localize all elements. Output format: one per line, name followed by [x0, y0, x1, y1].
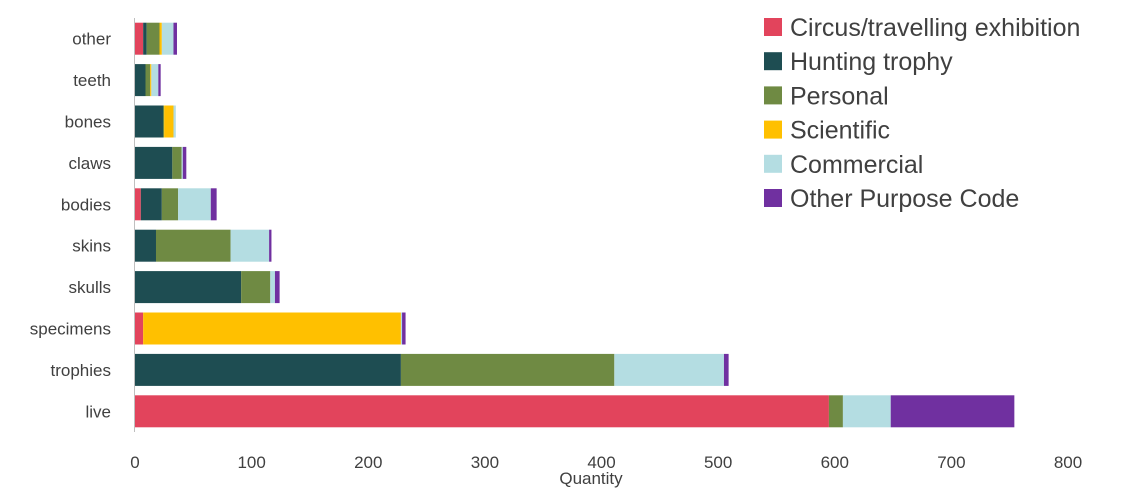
bar-live-personal: [828, 395, 843, 428]
category-label-trophies: trophies: [51, 361, 111, 380]
bar-skins-hunting-trophy: [135, 229, 156, 262]
bar-skulls-personal: [241, 271, 271, 304]
legend-swatch-hunting-trophy: [764, 52, 782, 71]
bar-specimens-scientific: [143, 312, 401, 345]
bar-bones-personal: [162, 105, 165, 138]
x-tick-label: 0: [130, 453, 139, 472]
bar-teeth-personal: [145, 64, 151, 97]
category-label-claws: claws: [68, 154, 111, 173]
legend-label-hunting-trophy: Hunting trophy: [790, 48, 953, 76]
bar-claws-hunting-trophy: [135, 146, 173, 179]
bar-trophies-personal: [400, 353, 615, 386]
bar-skulls-other-purpose-code: [274, 271, 280, 304]
category-label-skins: skins: [72, 237, 111, 256]
x-tick-label: 400: [587, 453, 615, 472]
bar-teeth-scientific: [150, 64, 152, 97]
x-axis-title: Quantity: [559, 469, 623, 488]
bar-live-commercial: [842, 395, 891, 428]
bar-teeth-hunting-trophy: [135, 64, 146, 97]
bar-bones-hunting-trophy: [135, 105, 163, 138]
bar-live-circus-travelling-exhibition: [135, 395, 829, 428]
bar-bodies-hunting-trophy: [140, 188, 162, 221]
bar-claws-other-purpose-code: [182, 146, 187, 179]
bar-teeth-commercial: [151, 64, 159, 97]
bar-other-scientific: [159, 22, 162, 55]
bar-skins-other-purpose-code: [269, 229, 272, 262]
legend-label-circus-travelling-exhibition: Circus/travelling exhibition: [790, 14, 1080, 42]
x-tick-label: 600: [821, 453, 849, 472]
x-tick-label: 300: [471, 453, 499, 472]
bar-trophies-commercial: [614, 353, 724, 386]
bar-other-other-purpose-code: [173, 22, 177, 55]
bar-bodies-circus-travelling-exhibition: [135, 188, 141, 221]
category-label-bodies: bodies: [61, 195, 111, 214]
bar-bodies-commercial: [178, 188, 211, 221]
legend-swatch-other-purpose-code: [764, 189, 782, 207]
bar-trophies-hunting-trophy: [135, 353, 401, 386]
legend-label-other-purpose-code: Other Purpose Code: [790, 185, 1019, 213]
bar-bodies-personal: [161, 188, 179, 221]
bar-other-hunting-trophy: [143, 22, 147, 55]
bar-trophies-other-purpose-code: [723, 353, 729, 386]
category-label-skulls: skulls: [68, 278, 111, 297]
bar-bones-scientific: [164, 105, 174, 138]
bar-other-personal: [146, 22, 160, 55]
category-label-other: other: [72, 30, 111, 49]
bar-bones-commercial: [173, 105, 176, 138]
x-tick-label: 200: [354, 453, 382, 472]
bar-skins-commercial: [230, 229, 270, 262]
category-labels: other teeth bones claws bodies skins skulls spe…: [30, 30, 112, 422]
bar-specimens-other-purpose-code: [402, 312, 406, 345]
legend-label-commercial: Commercial: [790, 151, 923, 179]
category-label-bones: bones: [65, 113, 111, 132]
category-label-live: live: [85, 402, 111, 421]
bar-other-circus-travelling-exhibition: [135, 22, 144, 55]
bar-specimens-circus-travelling-exhibition: [135, 312, 144, 345]
legend: Circus/travelling exhibition Hunting trop…: [764, 14, 1080, 213]
x-tick-label: 800: [1054, 453, 1082, 472]
legend-label-personal: Personal: [790, 82, 889, 110]
bar-skins-personal: [155, 229, 231, 262]
legend-swatch-circus-travelling-exhibition: [764, 18, 782, 36]
x-tick-label: 500: [704, 453, 732, 472]
bar-skulls-hunting-trophy: [135, 271, 242, 304]
bar-skulls-commercial: [270, 271, 275, 304]
bar-teeth-other-purpose-code: [158, 64, 161, 97]
bar-claws-commercial: [181, 146, 183, 179]
x-tick-labels: 0 100 200 300 400 500 600 700 800: [130, 453, 1082, 472]
bar-other-commercial: [161, 22, 174, 55]
legend-swatch-commercial: [764, 154, 782, 173]
x-tick-label: 100: [237, 453, 265, 472]
legend-label-scientific: Scientific: [790, 117, 890, 145]
category-label-teeth: teeth: [73, 71, 111, 90]
legend-swatch-scientific: [764, 120, 782, 139]
legend-swatch-personal: [764, 86, 782, 105]
bar-claws-personal: [172, 146, 182, 179]
bar-bodies-other-purpose-code: [210, 188, 217, 221]
category-label-specimens: specimens: [30, 320, 111, 339]
bar-live-other-purpose-code: [890, 395, 1015, 428]
bars-group: [135, 22, 1015, 428]
bar-specimens-commercial: [400, 312, 403, 345]
x-tick-label: 700: [937, 453, 965, 472]
